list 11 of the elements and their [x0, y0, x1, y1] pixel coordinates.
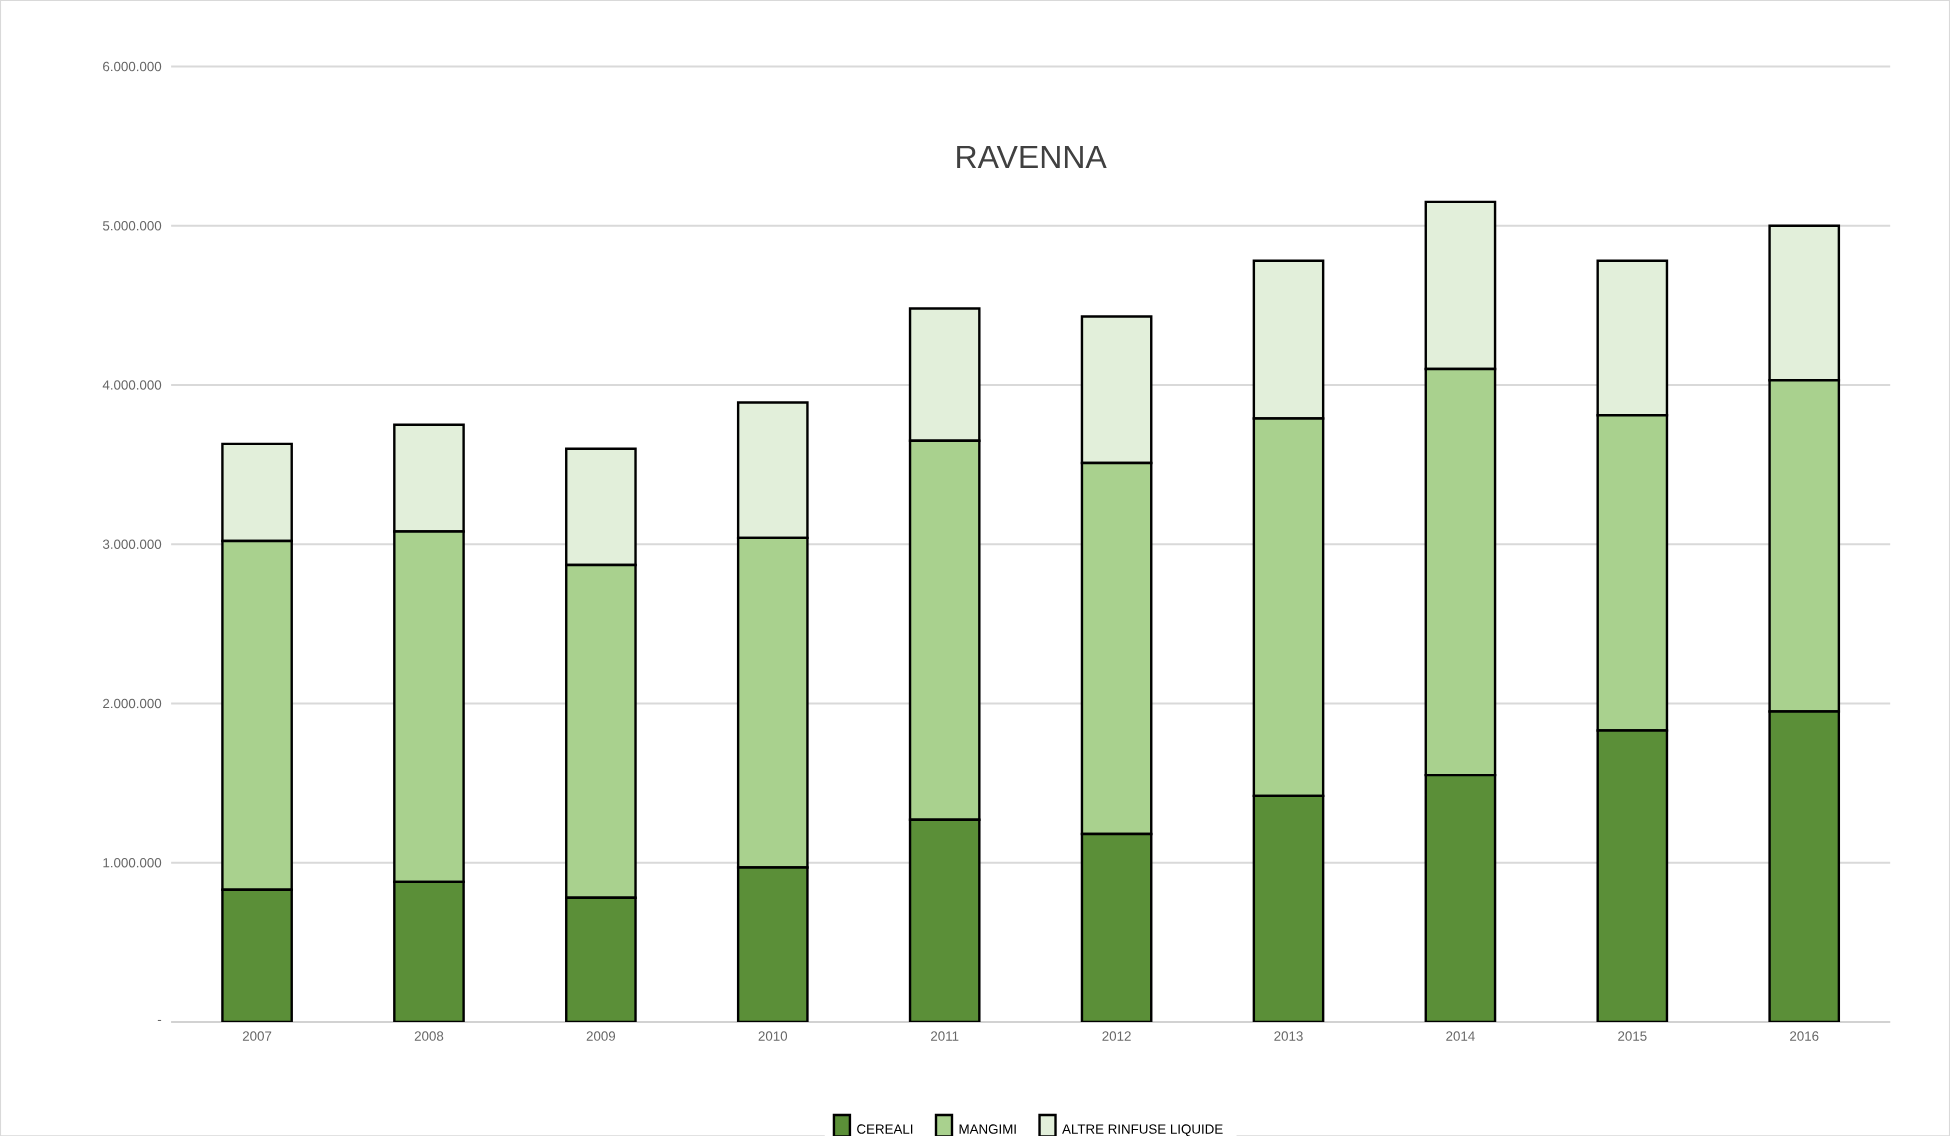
bar	[1080, 832, 1153, 1022]
bar	[565, 896, 637, 1022]
bar	[1424, 773, 1497, 1022]
bar	[1768, 710, 1841, 1022]
text: RAVENNA	[957, 145, 1107, 168]
bar	[908, 818, 981, 1022]
bar	[736, 866, 809, 1022]
bar	[1252, 794, 1325, 1022]
bar	[393, 880, 465, 1022]
bar	[221, 888, 293, 1022]
bar	[1596, 729, 1669, 1022]
